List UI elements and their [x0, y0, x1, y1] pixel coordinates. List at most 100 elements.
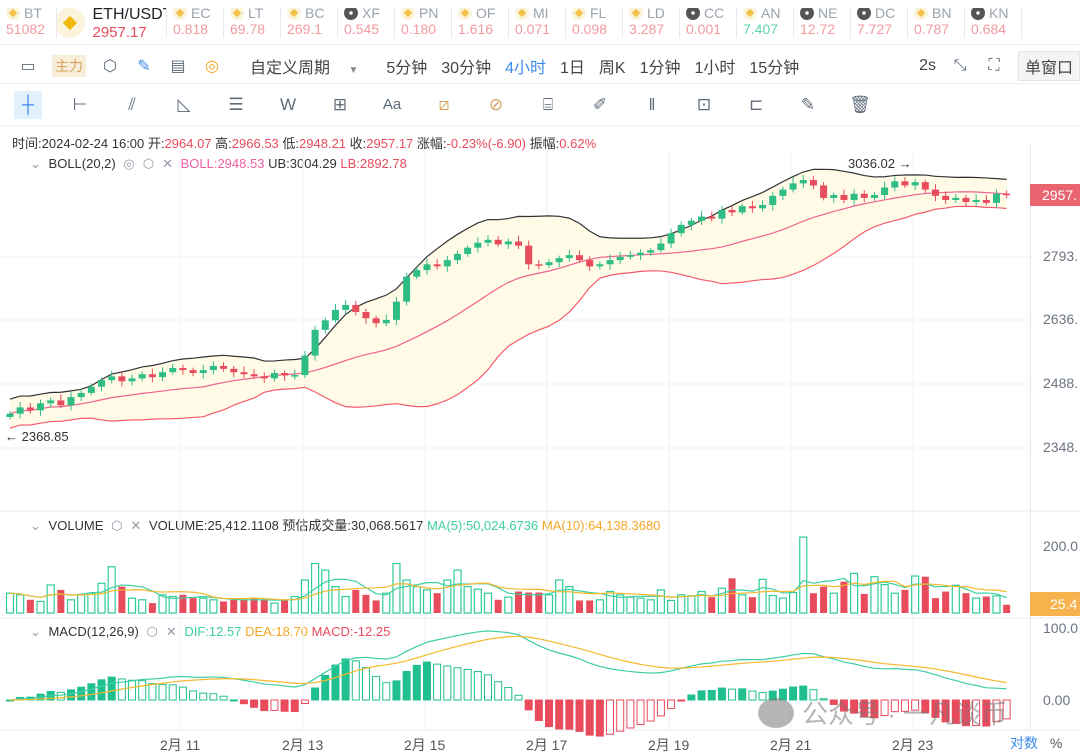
ticker-item[interactable]: LT 69.78 [224, 8, 281, 38]
ticker-item[interactable]: OF 1.616 [452, 8, 509, 38]
boll-legend: ⌄ BOLL(20,2) ◎ ⬡ ✕ BOLL:2948.53 UB:3004.29… [26, 156, 407, 172]
ruler-circle-icon[interactable]: ⊘ [488, 94, 504, 114]
volume-bar [646, 599, 655, 614]
time-tick: 2月 11 [160, 737, 201, 753]
period-tab[interactable]: 1日 [560, 59, 585, 77]
parallel-lines-icon[interactable]: ⫽ [128, 94, 136, 114]
volume-bar [494, 599, 502, 613]
ticker-price: 269.1 [287, 21, 323, 37]
eye-icon[interactable]: ◎ [123, 156, 135, 171]
ub-value: UB:3004.29 [268, 156, 337, 171]
macd-histogram-bar [87, 683, 96, 701]
horizontal-line-icon[interactable]: ⊢ [72, 94, 88, 114]
ticker-item[interactable]: BT 51082 [0, 8, 57, 38]
settings-icon[interactable]: ⬡ [146, 624, 158, 639]
ticker-item[interactable]: BC 269.1 [281, 8, 338, 38]
text-icon[interactable]: Aa [382, 96, 402, 113]
macd-histogram-bar [219, 695, 228, 701]
ticker-item[interactable]: NE 12.72 [794, 8, 851, 38]
settings-icon[interactable]: ⬡ [142, 156, 155, 171]
candle-icon[interactable]: ǁ [648, 94, 656, 114]
candle-body [901, 181, 909, 186]
close-value: 2957.17 [366, 136, 414, 151]
time-tick: 2月 13 [282, 737, 324, 753]
close-icon[interactable]: ✕ [165, 624, 177, 639]
ruler-icon[interactable]: ⧄ [438, 94, 450, 114]
rectangle-plus-icon[interactable]: ⊞ [332, 94, 348, 114]
candle-body [260, 376, 268, 379]
custom-period-label: 自定义周期 [250, 59, 331, 77]
macd-histogram-bar [239, 699, 248, 705]
trash-icon[interactable]: 🗑 [849, 94, 871, 114]
candle-body [820, 185, 828, 198]
macd-histogram-bar [921, 699, 930, 714]
ticker-item[interactable]: AN 7.407 [737, 8, 794, 38]
period-tab[interactable]: 30分钟 [441, 59, 492, 77]
ticker-item[interactable]: KN 0.684 [965, 8, 1022, 38]
layout-icon[interactable]: ▤ [170, 57, 186, 75]
measure-icon[interactable]: ⌸ [542, 94, 554, 114]
bnb-coin-icon [515, 8, 529, 20]
collapse-chevron-icon[interactable]: ⌄ [30, 518, 41, 533]
period-tab[interactable]: 1小时 [694, 59, 736, 77]
volume-bar [738, 594, 747, 614]
price-axis[interactable] [1030, 145, 1031, 730]
custom-period-dropdown[interactable]: 自定义周期 ▼ [250, 54, 372, 78]
period-tab[interactable]: 15分钟 [749, 59, 800, 77]
fullscreen-icon[interactable]: ⛶ [988, 56, 1000, 74]
lb-value: LB:2892.78 [340, 156, 407, 171]
macd-histogram-bar [717, 687, 726, 701]
collapse-chevron-icon[interactable]: ⌄ [30, 156, 41, 171]
ticker-item[interactable]: ETH/USDT 2957.17 [57, 8, 167, 38]
macd-histogram-bar [860, 699, 869, 718]
collapse-icon[interactable]: ⤡ [953, 56, 967, 74]
brush-icon[interactable]: ✐ [592, 94, 608, 114]
percent-scale-button[interactable]: % [1049, 735, 1063, 751]
volume-legend: ⌄ VOLUME ⬡ ✕ VOLUME:25,412.1108 预估成交量:30,… [26, 515, 660, 534]
log-scale-button[interactable]: 对数 [1010, 735, 1038, 751]
close-icon[interactable]: ✕ [162, 156, 173, 171]
ticker-item[interactable]: BN 0.787 [908, 8, 965, 38]
ticker-price: 0.545 [344, 21, 380, 37]
settings-hexagon-icon[interactable]: ⬡ [103, 57, 117, 75]
volume-bar [1003, 604, 1011, 613]
target-icon[interactable]: ◎ [205, 57, 219, 75]
fibonacci-icon[interactable]: ☰ [228, 94, 244, 114]
ticker-item[interactable]: FL 0.098 [566, 8, 623, 38]
period-tab[interactable]: 4小时 [505, 59, 546, 77]
ticker-item[interactable]: PN 0.180 [395, 8, 452, 38]
note-icon[interactable]: ✎ [800, 94, 816, 114]
boll-band-fill [10, 169, 1007, 429]
ticker-item[interactable]: CC 0.001 [680, 8, 737, 38]
triangle-ruler-icon[interactable]: ◺ [177, 94, 191, 114]
candle-body [87, 386, 95, 393]
ticker-item[interactable]: XF 0.545 [338, 8, 395, 38]
lock-icon[interactable]: ⊡ [696, 94, 712, 114]
pencil-icon[interactable]: ✎ [137, 57, 151, 75]
settings-icon[interactable]: ⬡ [111, 518, 123, 533]
bookmark-icon[interactable]: ⊏ [748, 94, 764, 114]
chart-type-icon[interactable]: ▭ [20, 57, 36, 75]
close-icon[interactable]: ✕ [130, 518, 142, 533]
ticker-item[interactable]: MI 0.071 [509, 8, 566, 38]
collapse-chevron-icon[interactable]: ⌄ [30, 624, 41, 639]
period-tab[interactable]: 1分钟 [639, 59, 681, 77]
candle-body [911, 182, 919, 186]
volume-bar [586, 600, 594, 613]
refresh-interval[interactable]: 2s [919, 56, 936, 74]
ticker-price: 0.180 [401, 21, 437, 37]
macd-histogram-bar [728, 688, 737, 701]
ticker-item[interactable]: DC 7.727 [851, 8, 908, 38]
period-tab[interactable]: 周K [598, 59, 626, 77]
window-mode-select[interactable]: 单窗口 [1017, 50, 1080, 81]
ticker-item[interactable]: EC 0.818 [167, 8, 224, 38]
crosshair-icon[interactable]: ┼ [14, 90, 42, 119]
period-tab[interactable]: 5分钟 [386, 59, 428, 77]
candle-body [1003, 193, 1011, 196]
wave-icon[interactable]: W [279, 94, 297, 114]
ticker-item[interactable]: LD 3.287 [623, 8, 680, 38]
candle-body [67, 397, 75, 406]
main-force-button[interactable]: 主力 [52, 54, 86, 77]
macd-histogram-bar [361, 667, 370, 701]
